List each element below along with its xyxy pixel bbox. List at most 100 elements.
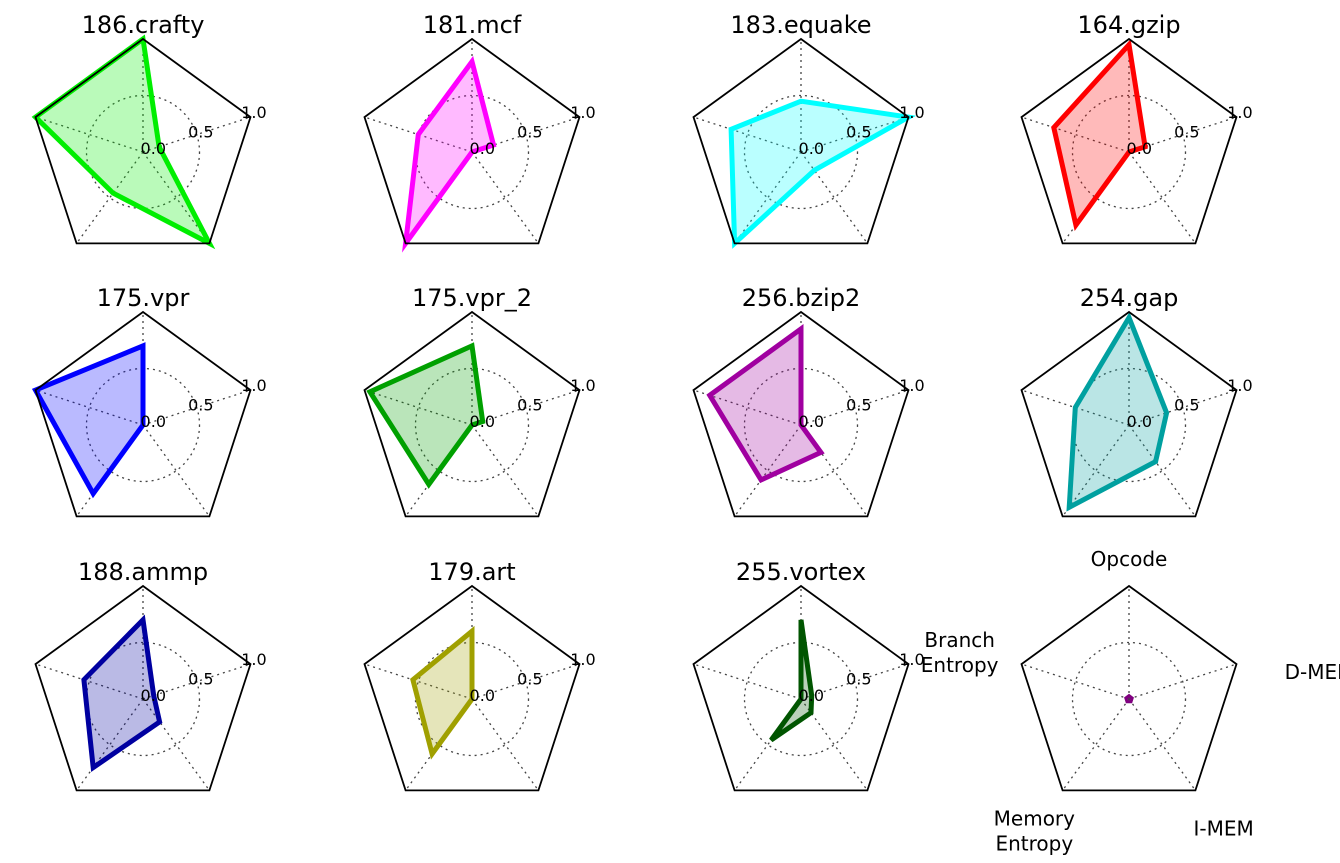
series-line	[1066, 311, 1170, 512]
grid-spoke	[76, 151, 144, 244]
series-line	[31, 342, 146, 499]
tick-label: 0.0	[799, 412, 824, 431]
grid-ring	[1071, 94, 1187, 210]
tick-label: 0.5	[517, 669, 542, 688]
tick-label: 0.5	[517, 395, 542, 414]
series-line	[402, 55, 497, 253]
subplot-title: 186.crafty	[82, 11, 205, 39]
tick-label: 0.0	[470, 139, 495, 158]
axis-label: Opcode	[1091, 547, 1168, 571]
tick-label: 0.0	[1127, 139, 1152, 158]
tick-label: 0.0	[141, 686, 166, 705]
grid-spoke	[142, 663, 251, 700]
grid-spoke	[142, 389, 251, 426]
grid-ring	[743, 94, 859, 210]
frame-pentagon	[363, 584, 581, 792]
grid-spoke	[800, 116, 909, 153]
tick-label: 1.0	[241, 376, 266, 395]
grid-spoke	[800, 663, 909, 700]
axis-label: Entropy	[921, 653, 999, 677]
radar-subplot: 0.0 0.5 1.0 175.vpr_2	[363, 284, 596, 518]
grid-spoke	[471, 424, 539, 517]
subplot-title: 179.art	[428, 558, 515, 586]
series-line	[1051, 39, 1148, 232]
axis-label: Entropy	[995, 832, 1073, 856]
grid-spoke	[35, 389, 144, 426]
subplot-title: 255.vortex	[736, 558, 866, 586]
grid-spoke	[1021, 116, 1130, 153]
grid-spoke	[1128, 424, 1196, 517]
frame-pentagon	[34, 310, 252, 518]
frame-pentagon	[363, 37, 581, 245]
frame-pentagon	[363, 310, 581, 518]
series-fill	[35, 345, 143, 494]
series-line	[410, 625, 475, 760]
series-fill	[83, 619, 160, 768]
radar-subplot: 0.0 0.5 1.0 255.vortex	[692, 558, 925, 792]
tick-label: 1.0	[1227, 103, 1252, 122]
subplot-title: 175.vpr	[97, 284, 190, 312]
grid-spoke	[142, 151, 210, 244]
tick-label: 0.5	[1174, 122, 1199, 141]
grid-ring	[1071, 641, 1187, 757]
grid-spoke	[1128, 151, 1196, 244]
series-fill	[412, 631, 472, 754]
tick-label: 1.0	[899, 376, 924, 395]
tick-label: 0.5	[846, 395, 871, 414]
radar-subplot: 0.0 0.5 1.0 254.gap	[1020, 284, 1253, 518]
grid-spoke	[471, 663, 580, 700]
series-fill	[1053, 44, 1146, 226]
frame-pentagon	[692, 37, 910, 245]
axis-label: D-MEM	[1285, 660, 1340, 684]
tick-label: 1.0	[241, 650, 266, 669]
grid-ring	[85, 641, 201, 757]
grid-spoke	[1062, 424, 1130, 517]
tick-label: 1.0	[899, 103, 924, 122]
series-line	[706, 323, 825, 484]
series-line	[366, 342, 486, 489]
series-line	[728, 98, 917, 249]
tick-label: 0.0	[1127, 412, 1152, 431]
tick-label: 0.5	[517, 122, 542, 141]
subplot-title: 175.vpr_2	[412, 284, 532, 312]
grid-spoke	[471, 698, 539, 791]
frame-pentagon	[1020, 37, 1238, 245]
grid-ring	[1071, 367, 1187, 483]
tick-label: 0.0	[470, 412, 495, 431]
tick-label: 0.0	[141, 412, 166, 431]
radar-subplot: 0.0 0.5 1.0 164.gzip	[1020, 11, 1253, 245]
frame-pentagon	[692, 310, 910, 518]
radar-subplot: 0.0 0.5 1.0 179.art	[363, 558, 596, 792]
radar-subplot: 0.0 0.5 1.0 186.crafty	[31, 11, 267, 250]
grid-spoke	[1062, 698, 1130, 791]
tick-label: 0.5	[188, 395, 213, 414]
grid-spoke	[1021, 663, 1130, 700]
grid-spoke	[142, 698, 210, 791]
radar-subplot: 0.0 0.5 1.0 181.mcf	[363, 11, 596, 253]
tick-label: 1.0	[241, 103, 266, 122]
frame-pentagon	[1020, 584, 1238, 792]
grid-spoke	[364, 116, 473, 153]
series-line	[769, 619, 815, 743]
tick-label: 1.0	[899, 650, 924, 669]
subplot-title: 183.equake	[730, 11, 871, 39]
tick-label: 0.0	[799, 686, 824, 705]
series-fill	[709, 328, 821, 480]
radar-subplot: 0.0 0.5 1.0 183.equake	[692, 11, 925, 249]
grid-spoke	[693, 663, 802, 700]
series-fill	[731, 101, 909, 244]
grid-spoke	[142, 424, 210, 517]
grid-spoke	[35, 663, 144, 700]
radar-subplot: 0.0 0.5 1.0 188.ammp	[34, 558, 267, 792]
grid-spoke	[734, 424, 802, 517]
series-fill	[1069, 317, 1167, 508]
tick-label: 0.5	[1174, 395, 1199, 414]
grid-spoke	[471, 151, 539, 244]
radar-subplot: 0.0 0.5 1.0 175.vpr	[31, 284, 267, 518]
grid-spoke	[693, 116, 802, 153]
tick-label: 0.0	[470, 686, 495, 705]
grid-spoke	[693, 389, 802, 426]
grid-spoke	[76, 698, 144, 791]
grid-ring	[85, 94, 201, 210]
